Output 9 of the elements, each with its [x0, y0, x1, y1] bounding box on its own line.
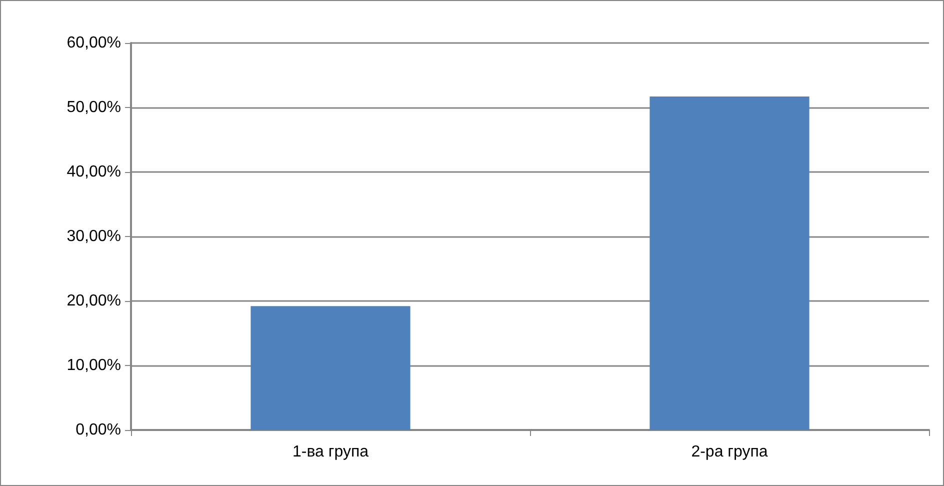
- y-tick-label: 10,00%: [66, 357, 121, 374]
- y-tick-label: 50,00%: [66, 99, 121, 116]
- y-tick-label: 60,00%: [66, 34, 121, 52]
- y-tick-label: 0,00%: [76, 422, 121, 438]
- y-tick-label: 30,00%: [66, 228, 121, 245]
- y-tick-label: 20,00%: [66, 292, 121, 310]
- y-tick-label: 40,00%: [66, 164, 121, 180]
- x-tick-label: 2-ра група: [691, 444, 768, 460]
- x-tick-label: 1-ва група: [292, 444, 369, 460]
